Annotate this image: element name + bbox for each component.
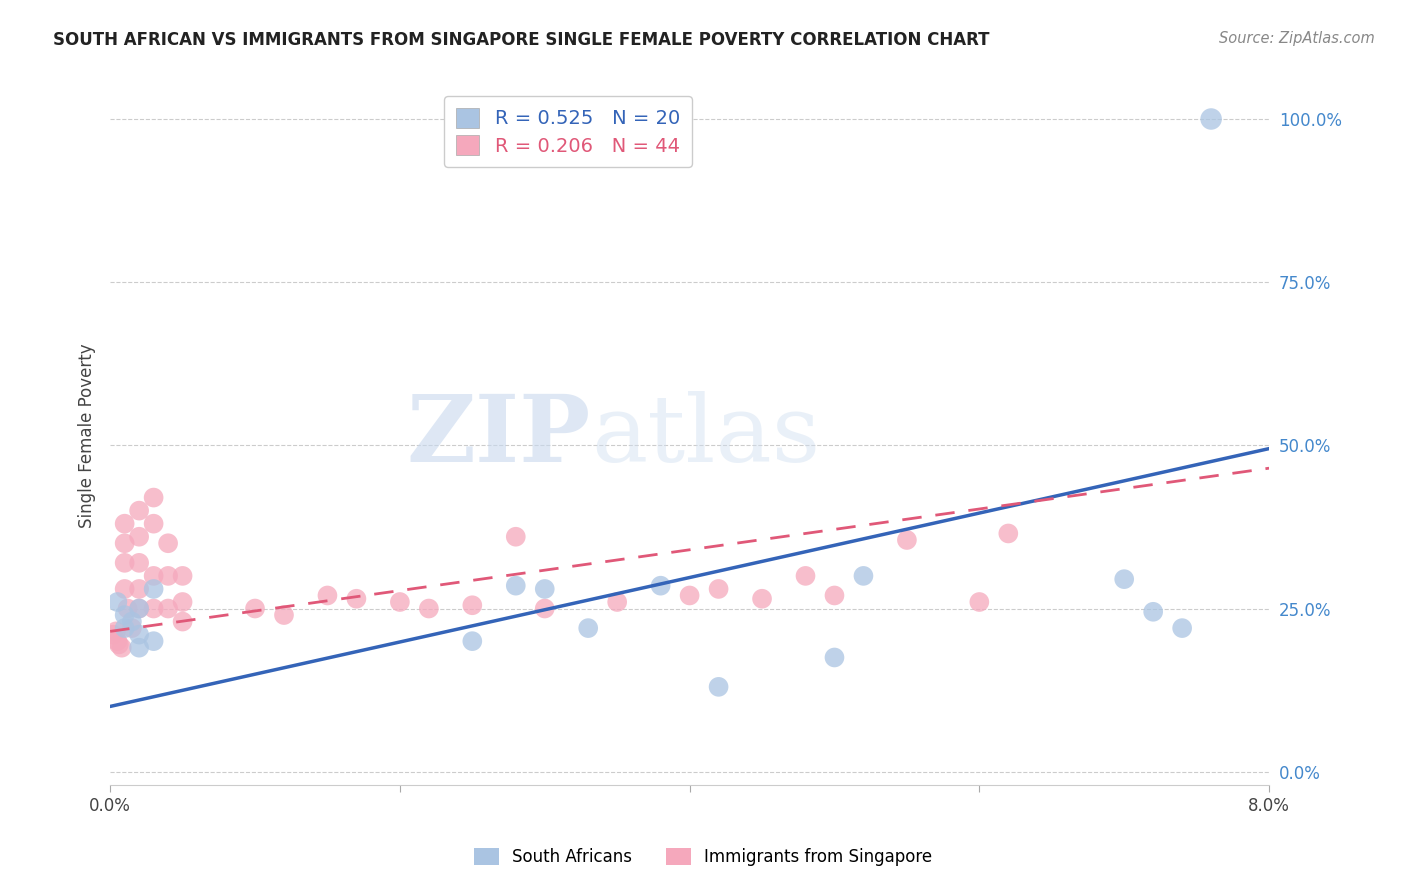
Point: [104, 624, 127, 639]
Point: [606, 595, 628, 609]
Y-axis label: Single Female Poverty: Single Female Poverty: [79, 343, 96, 528]
Point: [142, 582, 165, 596]
Point: [969, 595, 991, 609]
Point: [650, 579, 672, 593]
Point: [533, 601, 555, 615]
Point: [461, 634, 484, 648]
Point: [114, 556, 136, 570]
Point: [107, 634, 129, 648]
Text: atlas: atlas: [591, 391, 820, 481]
Point: [101, 627, 124, 641]
Point: [157, 601, 180, 615]
Point: [142, 634, 165, 648]
Point: [157, 569, 180, 583]
Point: [824, 589, 846, 603]
Point: [852, 569, 875, 583]
Point: [172, 595, 194, 609]
Point: [1171, 621, 1194, 635]
Point: [794, 569, 817, 583]
Point: [505, 579, 527, 593]
Point: [128, 582, 150, 596]
Point: [114, 582, 136, 596]
Legend: R = 0.525   N = 20, R = 0.206   N = 44: R = 0.525 N = 20, R = 0.206 N = 44: [444, 96, 692, 168]
Point: [346, 591, 368, 606]
Point: [114, 536, 136, 550]
Text: SOUTH AFRICAN VS IMMIGRANTS FROM SINGAPORE SINGLE FEMALE POVERTY CORRELATION CHA: SOUTH AFRICAN VS IMMIGRANTS FROM SINGAPO…: [53, 31, 990, 49]
Point: [1114, 572, 1136, 586]
Point: [121, 621, 143, 635]
Point: [128, 640, 150, 655]
Point: [128, 601, 150, 615]
Point: [461, 599, 484, 613]
Point: [576, 621, 599, 635]
Point: [707, 680, 730, 694]
Point: [142, 569, 165, 583]
Point: [678, 589, 700, 603]
Point: [142, 601, 165, 615]
Point: [997, 526, 1019, 541]
Point: [1142, 605, 1164, 619]
Legend: South Africans, Immigrants from Singapore: South Africans, Immigrants from Singapor…: [465, 840, 941, 875]
Point: [128, 530, 150, 544]
Point: [142, 516, 165, 531]
Point: [172, 615, 194, 629]
Point: [111, 640, 134, 655]
Point: [1199, 112, 1222, 126]
Point: [121, 615, 143, 629]
Point: [316, 589, 339, 603]
Point: [128, 556, 150, 570]
Point: [157, 536, 180, 550]
Point: [505, 530, 527, 544]
Point: [707, 582, 730, 596]
Point: [273, 608, 295, 623]
Point: [388, 595, 411, 609]
Point: [896, 533, 918, 547]
Point: [142, 491, 165, 505]
Point: [751, 591, 773, 606]
Point: [418, 601, 440, 615]
Point: [108, 637, 131, 651]
Point: [243, 601, 266, 615]
Point: [114, 621, 136, 635]
Point: [533, 582, 555, 596]
Point: [128, 601, 150, 615]
Point: [128, 627, 150, 641]
Point: [824, 650, 846, 665]
Point: [114, 516, 136, 531]
Text: Source: ZipAtlas.com: Source: ZipAtlas.com: [1219, 31, 1375, 46]
Point: [114, 608, 136, 623]
Text: ZIP: ZIP: [406, 391, 591, 481]
Point: [117, 601, 139, 615]
Point: [128, 503, 150, 517]
Point: [107, 595, 129, 609]
Point: [172, 569, 194, 583]
